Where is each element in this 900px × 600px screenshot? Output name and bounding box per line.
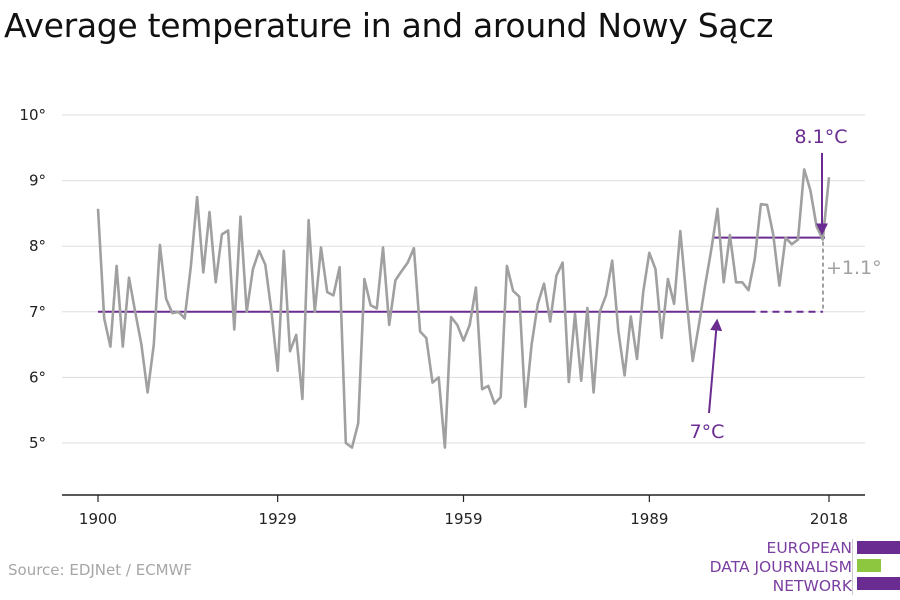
y-tick-label-10: 10° [19,106,46,124]
x-tick-label-1900: 1900 [79,510,117,528]
annotation-delta: +1.1° [826,257,882,279]
logo-line-3: NETWORK [772,577,852,595]
reference-lines [98,236,825,313]
annotations-layer: 8.1°C 7°C +1.1° [690,126,882,443]
chart-title: Average temperature in and around Nowy S… [4,6,774,45]
y-tick-label-6: 6° [29,368,46,386]
y-tick-label-8: 8° [29,237,46,255]
y-tick-label-9: 9° [29,172,46,190]
series-layer [96,168,831,449]
x-tick-label-1929: 1929 [259,510,297,528]
logo-bar-purple-bottom [857,577,900,590]
logo-bar-purple-top [857,541,900,554]
x-tick-label-1959: 1959 [444,510,482,528]
annotation-7c: 7°C [690,421,725,443]
edjnet-logo[interactable]: EUROPEAN DATA JOURNALISM NETWORK [700,539,900,595]
x-tick-label-2018: 2018 [810,510,848,528]
logo-divider [852,539,853,595]
logo-bar-green [857,559,881,572]
source-note: Source: EDJNet / ECMWF [8,561,193,579]
y-axis-tick-labels: 5° 6° 7° 8° 9° 10° [19,106,46,452]
logo-line-1: EUROPEAN [766,539,852,557]
logo-text: EUROPEAN DATA JOURNALISM NETWORK [710,539,852,596]
annotation-7c-arrow [708,318,723,414]
y-tick-label-7: 7° [29,303,46,321]
logo-line-2: DATA JOURNALISM [709,558,852,576]
x-tick-label-1989: 1989 [630,510,668,528]
y-tick-label-5: 5° [29,434,46,452]
temperature-series-line [96,168,831,449]
grid-lines [62,114,865,444]
annotation-8-1c: 8.1°C [795,126,848,148]
x-axis: 1900 1929 1959 1989 2018 [62,494,865,528]
